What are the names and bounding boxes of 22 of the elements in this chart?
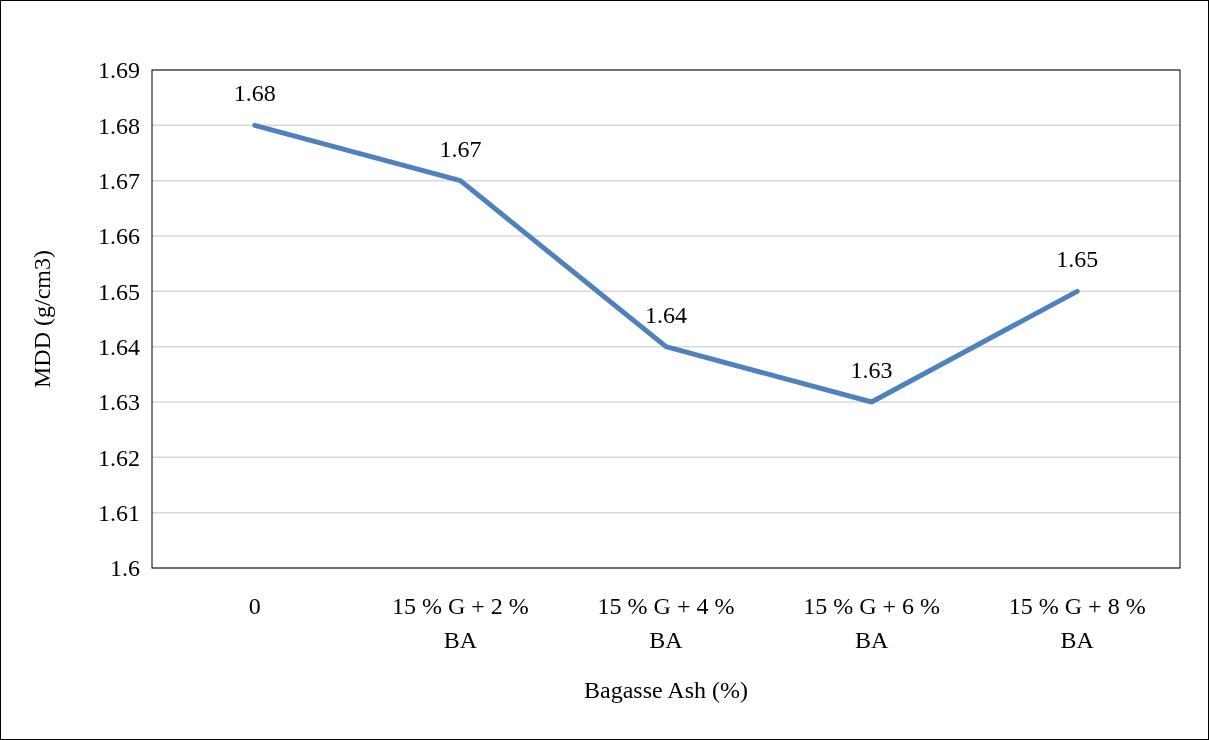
y-tick-label: 1.69 — [98, 57, 140, 84]
x-tick-label: 15 % G + 6 % BA — [803, 593, 941, 653]
data-label: 1.67 — [439, 135, 482, 162]
y-tick-label: 1.67 — [98, 168, 140, 195]
data-label: 1.63 — [850, 357, 893, 383]
y-tick-label: 1.65 — [98, 278, 140, 305]
x-tick-label: 15 % G + 8 % BA — [1008, 593, 1146, 653]
y-tick-label: 1.62 — [98, 444, 140, 471]
y-tick-label: 1.61 — [98, 500, 140, 527]
y-tick-label: 1.66 — [98, 223, 140, 250]
data-label: 1.68 — [233, 80, 276, 107]
x-tick-label: 0 — [248, 593, 261, 619]
x-tick-label: 15 % G + 2 % BA — [391, 593, 529, 653]
y-axis-title: MDD (g/cm3) — [29, 250, 55, 388]
y-tick-label: 1.68 — [98, 112, 140, 139]
y-tick-label: 1.64 — [98, 334, 140, 361]
x-axis-title: Bagasse Ash (%) — [584, 677, 748, 703]
x-tick-label: 15 % G + 4 % BA — [597, 593, 735, 653]
data-label: 1.64 — [645, 301, 687, 328]
data-label: 1.65 — [1056, 246, 1099, 273]
y-tick-label: 1.6 — [110, 555, 140, 582]
y-tick-label: 1.63 — [98, 389, 140, 416]
